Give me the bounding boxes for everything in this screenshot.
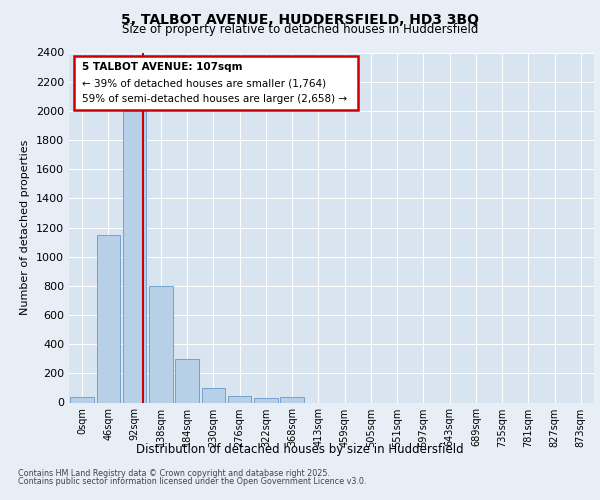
Bar: [254, 398, 278, 402]
Bar: [175, 359, 199, 403]
Bar: [280, 398, 304, 402]
FancyBboxPatch shape: [74, 56, 358, 110]
Bar: [123, 104, 146, 403]
Text: Contains public sector information licensed under the Open Government Licence v3: Contains public sector information licen…: [18, 478, 367, 486]
Text: 59% of semi-detached houses are larger (2,658) →: 59% of semi-detached houses are larger (…: [82, 94, 347, 104]
Bar: [149, 286, 173, 403]
Text: Size of property relative to detached houses in Huddersfield: Size of property relative to detached ho…: [122, 22, 478, 36]
Bar: [70, 396, 94, 402]
Bar: [97, 235, 120, 402]
Y-axis label: Number of detached properties: Number of detached properties: [20, 140, 31, 315]
Bar: [228, 396, 251, 402]
Bar: [202, 388, 225, 402]
Text: 5, TALBOT AVENUE, HUDDERSFIELD, HD3 3BQ: 5, TALBOT AVENUE, HUDDERSFIELD, HD3 3BQ: [121, 12, 479, 26]
Text: ← 39% of detached houses are smaller (1,764): ← 39% of detached houses are smaller (1,…: [82, 78, 326, 89]
Text: Contains HM Land Registry data © Crown copyright and database right 2025.: Contains HM Land Registry data © Crown c…: [18, 469, 330, 478]
Text: 5 TALBOT AVENUE: 107sqm: 5 TALBOT AVENUE: 107sqm: [82, 62, 242, 72]
Text: Distribution of detached houses by size in Huddersfield: Distribution of detached houses by size …: [136, 442, 464, 456]
